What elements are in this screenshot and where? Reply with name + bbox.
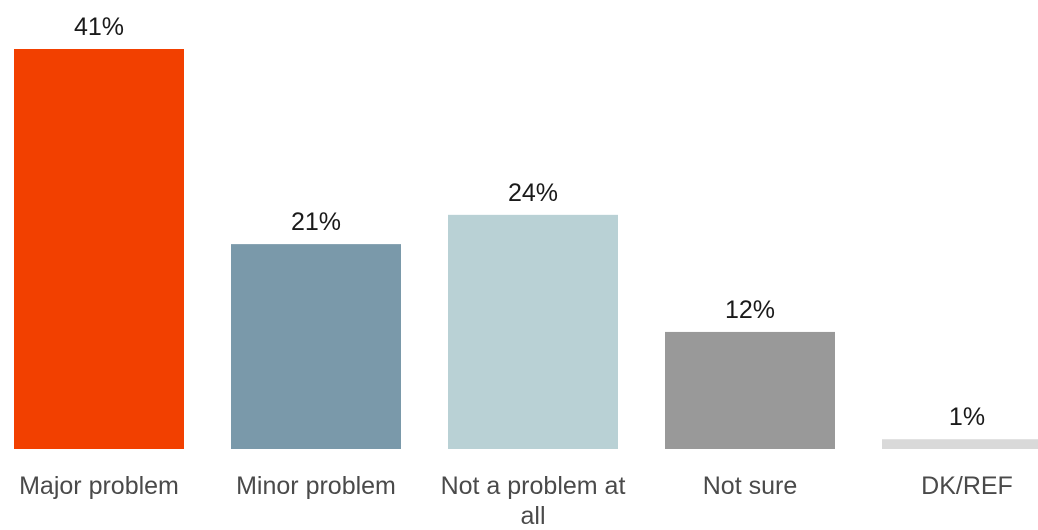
category-labels-group: Major problem Minor problem Not a problem … — [19, 472, 1013, 530]
data-label-major-problem: 41% — [74, 13, 124, 41]
bar-minor-problem — [231, 244, 401, 449]
category-label-line: Minor problem — [236, 472, 396, 500]
bar-major-problem — [14, 49, 184, 449]
bars-group — [14, 49, 1038, 449]
data-label-minor-problem: 21% — [291, 208, 341, 236]
category-label-dk-ref: DK/REF — [921, 472, 1013, 500]
bar-not-sure — [665, 331, 835, 449]
category-label-line: all — [520, 502, 545, 530]
category-label-major-problem: Major problem — [19, 472, 179, 500]
data-label-not-sure: 12% — [725, 296, 775, 324]
category-label-not-sure: Not sure — [703, 472, 797, 500]
category-label-not-a-problem-at-all: Not a problem at all — [441, 472, 626, 530]
category-label-minor-problem: Minor problem — [236, 472, 396, 500]
data-label-dk-ref: 1% — [949, 403, 985, 431]
data-labels-group: 41% 21% 24% 12% 1% — [74, 13, 985, 431]
bar-dk-ref — [882, 439, 1038, 449]
category-label-line: Not sure — [703, 472, 797, 500]
category-label-line: Not a problem at — [441, 472, 626, 500]
category-label-line: Major problem — [19, 472, 179, 500]
bar-not-a-problem-at-all — [448, 214, 618, 449]
data-label-not-a-problem-at-all: 24% — [508, 179, 558, 207]
category-label-line: DK/REF — [921, 472, 1013, 500]
